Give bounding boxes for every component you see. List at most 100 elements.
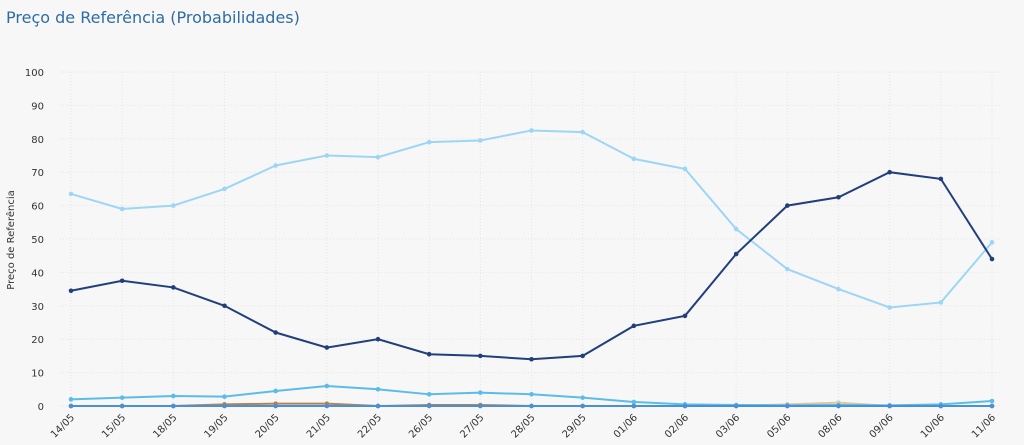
data-point (836, 286, 841, 292)
data-point (529, 392, 534, 397)
data-point (171, 393, 176, 399)
data-point (426, 139, 432, 145)
data-point (836, 194, 841, 200)
series-line (70, 171, 993, 361)
data-point (426, 403, 432, 409)
data-point (682, 166, 688, 172)
x-tick-label: 03/06 (714, 412, 742, 440)
data-point (785, 266, 790, 272)
data-point (580, 129, 585, 135)
data-point (580, 395, 585, 400)
y-tick-label: 0 (38, 402, 44, 413)
chart-title: Preço de Referência (Probabilidades) (6, 8, 300, 27)
x-tick-label: 28/05 (509, 412, 537, 440)
data-point (733, 251, 739, 257)
data-point (478, 138, 483, 143)
data-point (68, 191, 74, 197)
x-tick-label: 08/06 (816, 412, 844, 440)
data-point (273, 403, 278, 409)
data-point (580, 353, 585, 359)
data-point (733, 226, 739, 232)
data-point (989, 256, 995, 262)
data-point (785, 403, 790, 409)
data-point (119, 403, 125, 409)
x-tick-label: 22/05 (356, 412, 384, 440)
data-point (273, 330, 278, 335)
data-point (938, 403, 944, 409)
data-point (529, 356, 534, 362)
data-point (324, 345, 330, 350)
data-point (989, 398, 995, 404)
data-point (682, 313, 688, 319)
y-tick-label: 80 (31, 135, 44, 146)
x-tick-label: 29/05 (561, 412, 589, 440)
data-point (631, 323, 637, 329)
data-point (887, 169, 892, 175)
data-point (222, 303, 227, 309)
x-tick-label: 21/05 (305, 412, 333, 440)
data-point (938, 300, 944, 305)
y-tick-label: 10 (31, 369, 44, 380)
data-point (989, 403, 995, 409)
x-tick-label: 18/05 (151, 412, 179, 440)
data-point (171, 203, 176, 208)
x-tick-label: 02/06 (663, 412, 691, 440)
series-line (70, 129, 993, 309)
data-point (733, 403, 739, 409)
data-point (631, 403, 637, 409)
data-point (478, 353, 483, 359)
data-point (426, 351, 432, 357)
y-tick-label: 90 (31, 101, 44, 112)
y-tick-label: 70 (31, 168, 44, 179)
data-point (836, 403, 841, 409)
y-tick-label: 60 (31, 202, 44, 213)
data-point (785, 203, 790, 208)
x-tick-label: 05/06 (765, 412, 793, 440)
data-point (222, 186, 227, 192)
data-point (938, 176, 944, 182)
y-tick-label: 30 (31, 302, 44, 313)
x-tick-label: 27/05 (458, 412, 486, 440)
data-point (68, 397, 74, 402)
data-point (989, 240, 995, 245)
data-point (68, 288, 74, 294)
data-point (273, 163, 278, 168)
data-point (171, 403, 176, 409)
data-point (426, 392, 432, 397)
y-tick-label: 20 (31, 335, 44, 346)
data-point (682, 403, 688, 409)
data-point (375, 387, 381, 392)
x-tick-label: 19/05 (202, 412, 230, 440)
data-point (529, 403, 534, 409)
data-point (273, 388, 278, 394)
y-tick-label: 40 (31, 268, 44, 279)
data-point (119, 278, 125, 284)
y-tick-label: 100 (25, 68, 44, 79)
data-point (119, 206, 125, 212)
x-tick-label: 11/06 (970, 412, 998, 440)
x-tick-label: 26/05 (407, 412, 435, 440)
data-point (324, 403, 330, 409)
data-point (631, 399, 637, 405)
data-point (324, 383, 330, 389)
data-point (478, 390, 483, 395)
data-point (375, 336, 381, 342)
data-point (631, 156, 637, 162)
data-point (478, 403, 483, 409)
data-point (119, 395, 125, 400)
data-point (324, 153, 330, 158)
x-tick-label: 15/05 (100, 412, 128, 440)
data-point (375, 154, 381, 160)
x-tick-label: 09/06 (868, 412, 896, 440)
x-tick-label: 20/05 (254, 412, 282, 440)
data-point (375, 403, 381, 409)
data-point (222, 403, 227, 409)
x-tick-label: 14/05 (49, 412, 77, 440)
data-point (68, 403, 74, 409)
x-tick-label: 10/06 (919, 412, 947, 440)
data-point (529, 128, 534, 133)
y-tick-label: 50 (31, 235, 44, 246)
data-point (222, 394, 227, 399)
data-point (171, 285, 176, 290)
